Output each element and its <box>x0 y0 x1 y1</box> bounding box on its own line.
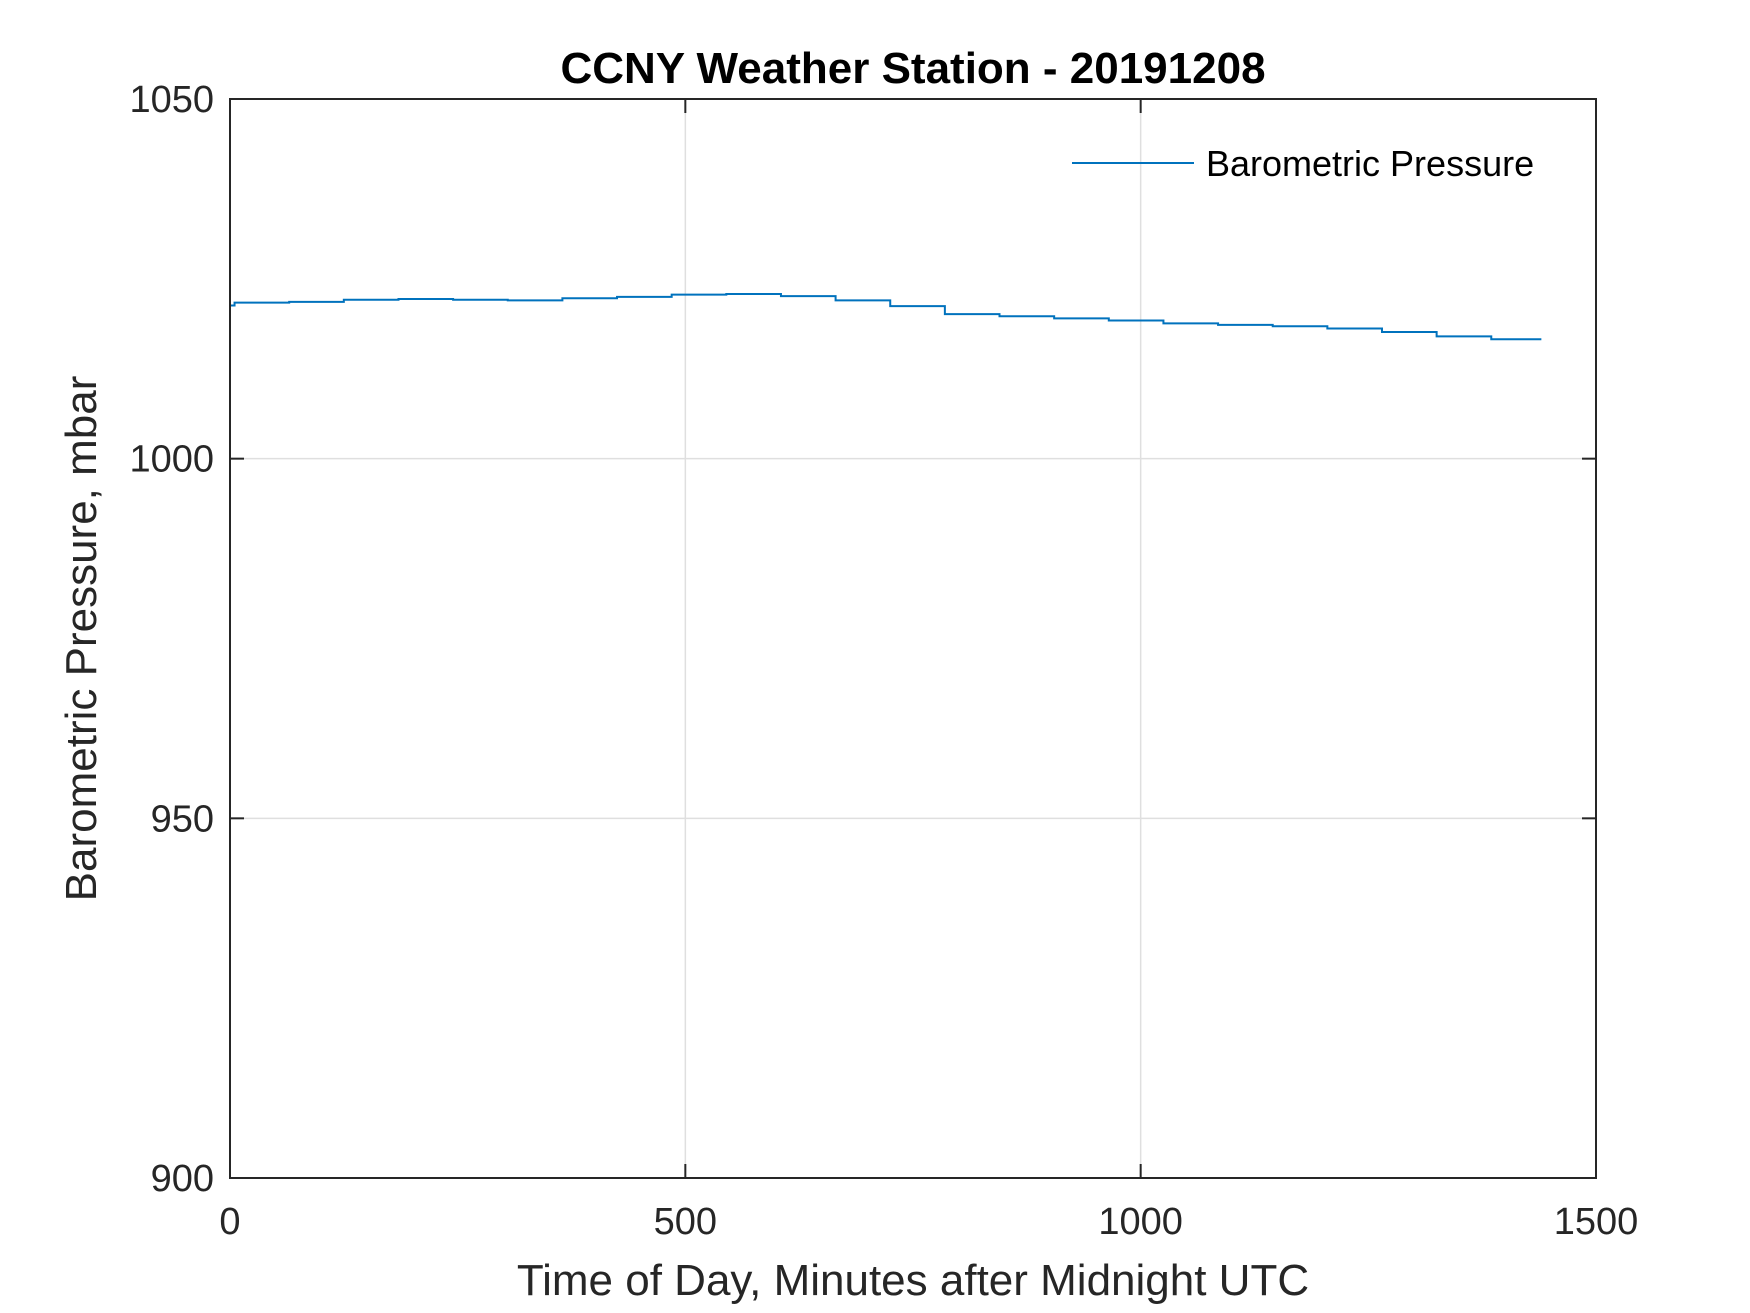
y-tick-label: 1050 <box>129 79 214 121</box>
axis-ticks <box>229 98 1597 1179</box>
x-tick-label: 1000 <box>1098 1201 1183 1243</box>
y-tick-label: 950 <box>151 798 214 840</box>
y-tick-label: 1000 <box>129 439 214 481</box>
legend: Barometric Pressure <box>1072 143 1534 184</box>
legend-label-barometric-pressure: Barometric Pressure <box>1206 143 1534 184</box>
y-tick-labels: 900 950 1000 1050 <box>129 79 214 1200</box>
series-line-barometric-pressure <box>230 292 1542 341</box>
y-tick-label: 900 <box>151 1158 214 1200</box>
plot-area-box <box>229 98 1597 1179</box>
x-tick-label: 500 <box>654 1201 717 1243</box>
plot-series <box>230 292 1542 341</box>
x-tick-label: 0 <box>219 1201 240 1243</box>
y-axis-label: Barometric Pressure, mbar <box>57 376 106 902</box>
chart-title: CCNY Weather Station - 20191208 <box>560 44 1265 93</box>
grid-lines <box>230 99 1596 1178</box>
x-tick-labels: 0 500 1000 1500 <box>219 1201 1638 1243</box>
x-tick-label: 1500 <box>1554 1201 1639 1243</box>
x-axis-label: Time of Day, Minutes after Midnight UTC <box>517 1256 1309 1305</box>
